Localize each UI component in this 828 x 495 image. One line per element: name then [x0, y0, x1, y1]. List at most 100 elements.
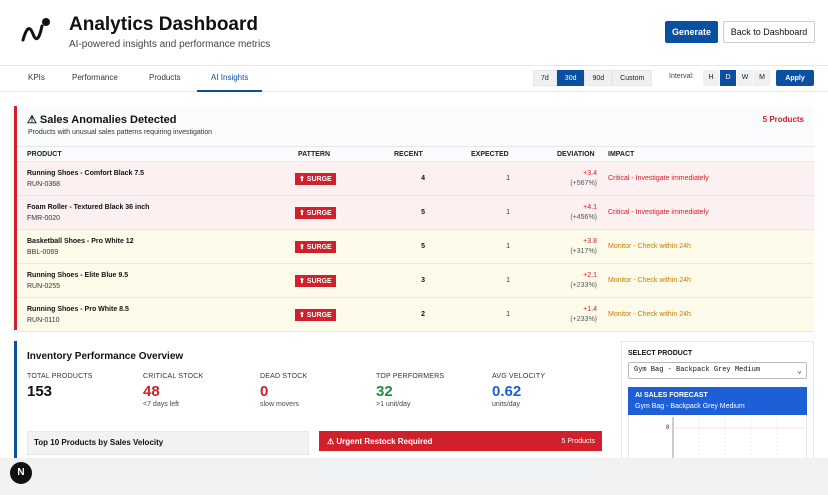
- y-axis-tick: 8: [666, 425, 670, 431]
- tab-kpis[interactable]: KPIs: [28, 73, 45, 82]
- deviation-absolute: +3.8: [583, 238, 597, 245]
- stat-label: TOTAL PRODUCTS: [27, 373, 93, 380]
- product-select-value: Gym Bag - Backpack Grey Medium: [634, 366, 761, 374]
- footer-bar: N: [0, 458, 828, 495]
- deviation-percent: (+233%): [570, 282, 597, 289]
- column-header-impact: IMPACT: [608, 151, 635, 158]
- select-product-panel: SELECT PRODUCT Gym Bag - Backpack Grey M…: [621, 341, 814, 463]
- impact-text: Monitor - Check within 24h: [608, 311, 691, 318]
- surge-badge: ⬆ SURGE: [295, 173, 336, 185]
- column-header-recent: RECENT: [394, 151, 423, 158]
- ai-sales-forecast-header: AI SALES FORECAST Gym Bag - Backpack Gre…: [628, 387, 807, 415]
- product-sku: RUN-0255: [27, 283, 61, 290]
- stat-label: DEAD STOCK: [260, 373, 308, 380]
- apply-button[interactable]: Apply: [776, 70, 814, 86]
- inventory-title: Inventory Performance Overview: [27, 351, 184, 362]
- inventory-overview-panel: Inventory Performance Overview TOTAL PRO…: [14, 341, 611, 421]
- interval-selector: H D W M: [703, 70, 771, 86]
- product-name: Foam Roller - Textured Black 36 inch: [27, 204, 150, 211]
- product-sku: FMR-0020: [27, 215, 61, 222]
- table-row[interactable]: Running Shoes - Pro White 8.5 RUN-0110 ⬆…: [17, 298, 814, 332]
- tab-bar: KPIs Performance Products AI Insights: [0, 66, 828, 92]
- stat-dead-stock: DEAD STOCK 0 slow movers: [260, 373, 307, 408]
- surge-badge: ⬆ SURGE: [295, 309, 336, 321]
- stat-top-performers: TOP PERFORMERS 32 >1 unit/day: [376, 373, 444, 408]
- date-range-selector: 7d 30d 90d Custom: [533, 70, 653, 86]
- interval-month-button[interactable]: M: [754, 70, 770, 86]
- stat-critical-stock: CRITICAL STOCK 48 <7 days left: [143, 373, 203, 408]
- top-products-card: Top 10 Products by Sales Velocity: [27, 431, 309, 455]
- stat-subtext: units/day: [492, 401, 521, 408]
- stat-subtext: >1 unit/day: [376, 401, 411, 408]
- deviation-percent: (+567%): [570, 180, 597, 187]
- stat-value: 0.62: [492, 383, 522, 400]
- range-30d-button[interactable]: 30d: [556, 70, 585, 86]
- deviation-percent: (+456%): [570, 214, 597, 221]
- urgent-restock-count: 5 Products: [561, 438, 595, 445]
- deviation-percent: (+233%): [570, 316, 597, 323]
- product-name: Running Shoes - Comfort Black 7.5: [27, 170, 145, 177]
- deviation-absolute: +1.4: [583, 306, 597, 313]
- deviation-value: +4.1 (+456%): [557, 203, 597, 223]
- tab-performance[interactable]: Performance: [72, 73, 118, 82]
- top-products-title: Top 10 Products by Sales Velocity: [34, 438, 164, 447]
- forecast-chart: 8: [628, 415, 807, 463]
- product-sku: RUN-0110: [27, 317, 60, 324]
- stat-label: CRITICAL STOCK: [143, 373, 204, 380]
- forecast-product: Gym Bag - Backpack Grey Medium: [635, 403, 745, 410]
- deviation-absolute: +4.1: [583, 204, 597, 211]
- anomalies-count: 5 Products: [762, 115, 804, 124]
- column-header-expected: EXPECTED: [471, 151, 509, 158]
- table-row[interactable]: Running Shoes - Elite Blue 9.5 RUN-0255 …: [17, 264, 814, 298]
- recent-value: 5: [421, 243, 425, 250]
- forecast-chart-grid: [672, 417, 804, 463]
- table-row[interactable]: Running Shoes - Comfort Black 7.5 RUN-03…: [17, 162, 814, 196]
- interval-week-button[interactable]: W: [737, 70, 753, 86]
- stat-value: 153: [27, 383, 53, 400]
- product-select[interactable]: Gym Bag - Backpack Grey Medium ⌄: [628, 362, 807, 379]
- anomalies-title: ⚠ Sales Anomalies Detected: [27, 114, 177, 126]
- column-header-product: PRODUCT: [27, 151, 62, 158]
- stat-avg-velocity: AVG VELOCITY 0.62 units/day: [492, 373, 545, 408]
- stat-subtext: <7 days left: [143, 401, 179, 408]
- select-product-label: SELECT PRODUCT: [628, 350, 693, 357]
- sales-anomalies-panel: ⚠ Sales Anomalies Detected Products with…: [14, 106, 814, 332]
- next-logo-icon[interactable]: N: [10, 462, 32, 484]
- app-header: Analytics Dashboard AI-powered insights …: [0, 0, 828, 66]
- forecast-title: AI SALES FORECAST: [635, 392, 708, 399]
- range-90d-button[interactable]: 90d: [584, 70, 613, 86]
- tab-products[interactable]: Products: [149, 73, 181, 82]
- stat-value: 32: [376, 383, 393, 400]
- product-sku: RUN-0368: [27, 181, 61, 188]
- product-name: Running Shoes - Elite Blue 9.5: [27, 272, 129, 279]
- urgent-restock-card: ⚠ Urgent Restock Required 5 Products: [319, 431, 602, 451]
- recent-value: 4: [421, 175, 425, 182]
- column-header-pattern: PATTERN: [298, 151, 331, 158]
- expected-value: 1: [506, 175, 510, 182]
- back-to-dashboard-button[interactable]: Back to Dashboard: [723, 21, 815, 43]
- interval-day-button[interactable]: D: [720, 70, 736, 86]
- tab-ai-insights[interactable]: AI Insights: [197, 66, 263, 92]
- impact-text: Monitor - Check within 24h: [608, 243, 691, 250]
- deviation-value: +1.4 (+233%): [557, 305, 597, 325]
- surge-badge: ⬆ SURGE: [295, 241, 336, 253]
- table-row[interactable]: Foam Roller - Textured Black 36 inch FMR…: [17, 196, 814, 230]
- expected-value: 1: [506, 277, 510, 284]
- interval-hour-button[interactable]: H: [703, 70, 719, 86]
- expected-value: 1: [506, 311, 510, 318]
- anomalies-table-header: PRODUCT PATTERN RECENT EXPECTED DEVIATIO…: [17, 146, 814, 162]
- product-sku: BBL-0069: [27, 249, 59, 256]
- range-custom-button[interactable]: Custom: [612, 70, 653, 86]
- stat-subtext: slow movers: [260, 401, 299, 408]
- chevron-down-icon: ⌄: [797, 367, 802, 376]
- expected-value: 1: [506, 243, 510, 250]
- range-7d-button[interactable]: 7d: [533, 70, 557, 86]
- page-subtitle: AI-powered insights and performance metr…: [69, 39, 271, 50]
- generate-button[interactable]: Generate: [665, 21, 718, 43]
- stat-total-products: TOTAL PRODUCTS 153: [27, 373, 93, 400]
- table-row[interactable]: Basketball Shoes - Pro White 12 BBL-0069…: [17, 230, 814, 264]
- deviation-percent: (+317%): [570, 248, 597, 255]
- impact-text: Monitor - Check within 24h: [608, 277, 691, 284]
- interval-label: Interval:: [669, 73, 694, 80]
- deviation-value: +2.1 (+233%): [557, 271, 597, 291]
